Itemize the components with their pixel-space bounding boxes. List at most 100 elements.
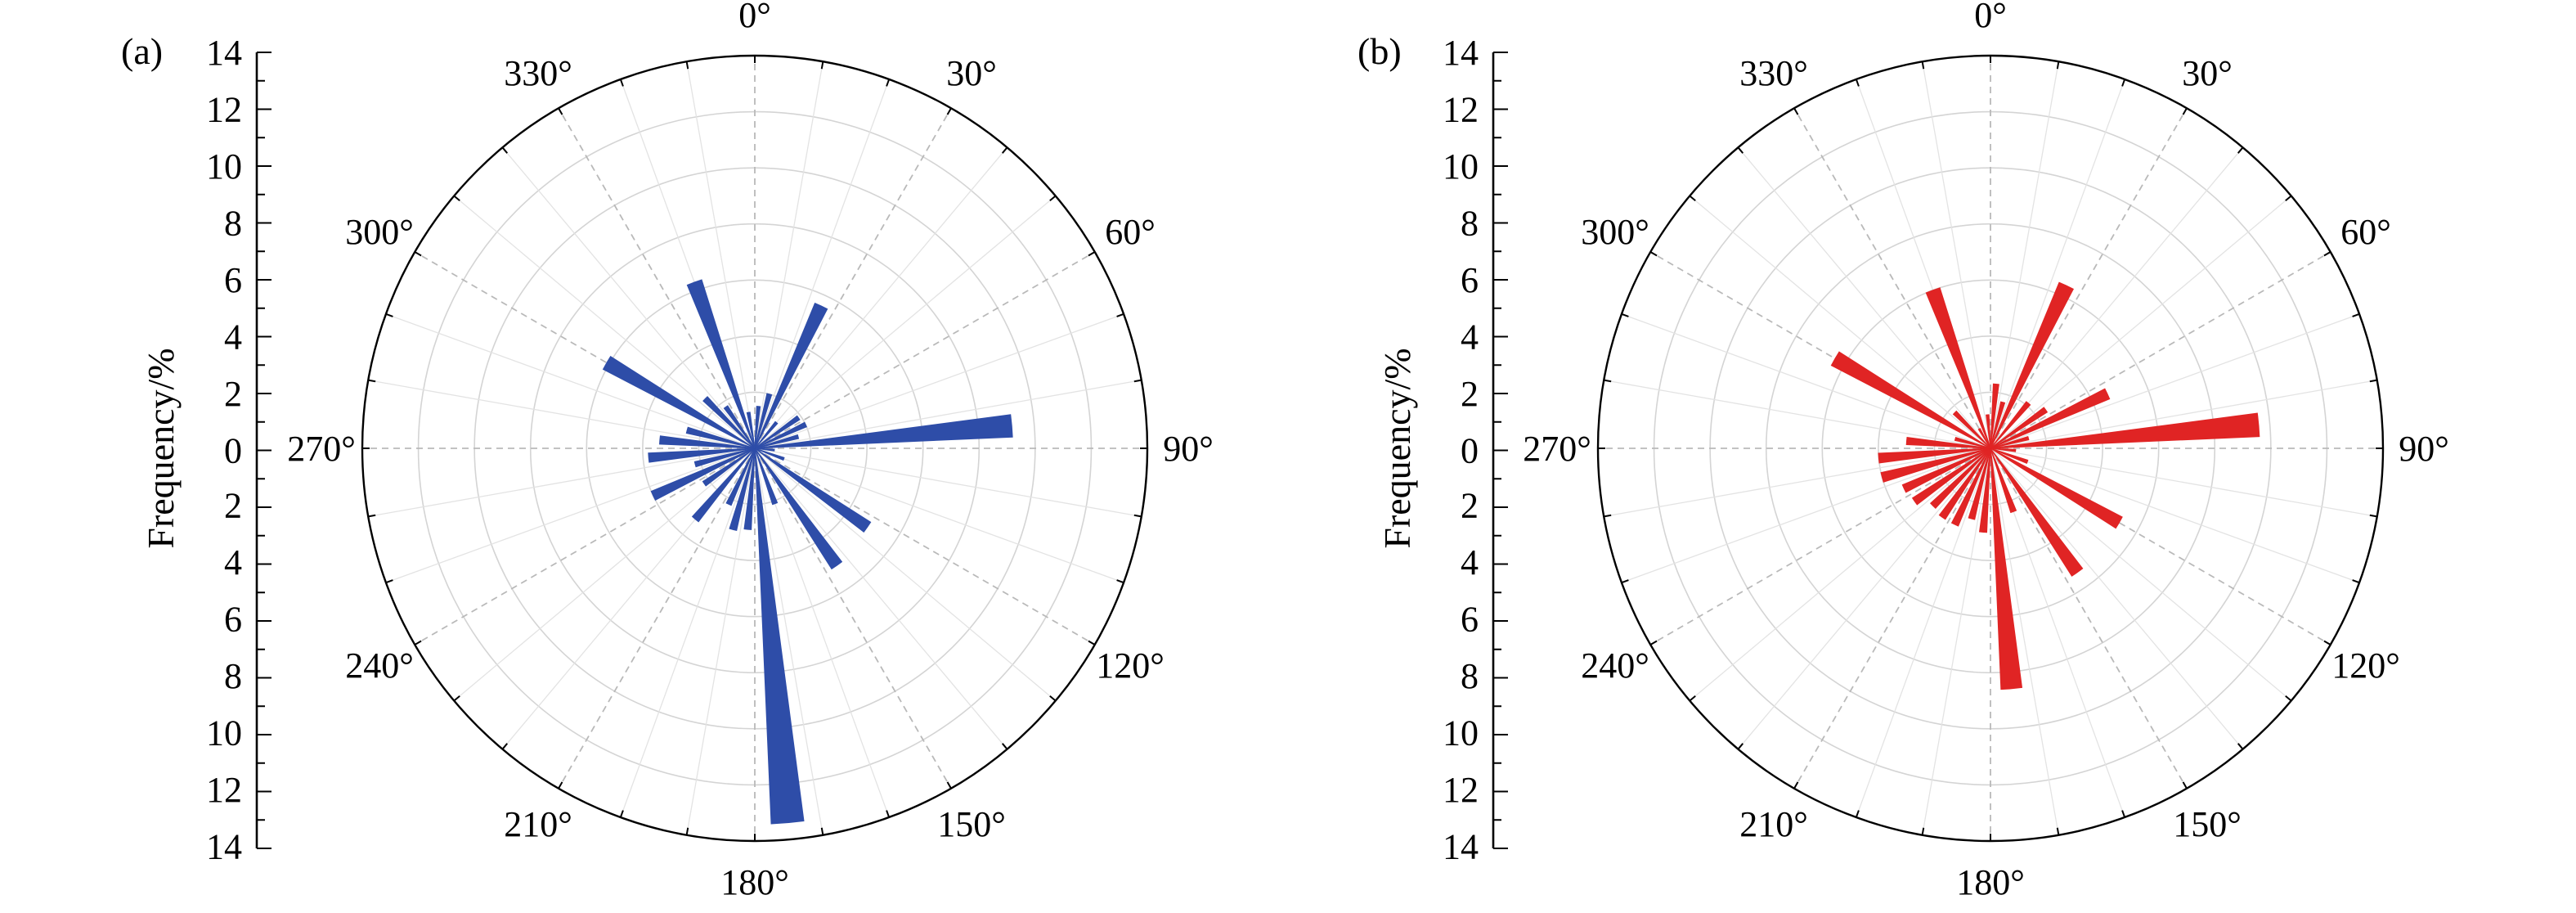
angle-tick <box>1133 514 1142 518</box>
major-spoke <box>414 448 756 645</box>
angle-tick <box>368 514 376 518</box>
major-spoke <box>1793 107 1991 449</box>
radial-tick-label: 12 <box>1443 90 1479 130</box>
rose-bar <box>686 279 756 449</box>
angle-tick <box>2121 79 2126 87</box>
angle-tick <box>453 195 460 202</box>
major-spoke <box>558 107 756 449</box>
angle-label: 330° <box>1739 53 1808 93</box>
panel-label: (a) <box>121 30 163 72</box>
angle-tick <box>1737 743 1744 750</box>
major-spoke <box>1793 448 1991 789</box>
minor-spoke <box>754 380 1142 449</box>
angle-tick <box>501 146 509 154</box>
angle-tick <box>1116 313 1124 317</box>
angle-tick <box>2369 514 2377 518</box>
angle-tick <box>368 379 376 383</box>
radial-tick-label: 10 <box>206 146 242 187</box>
angle-tick <box>2323 251 2331 257</box>
angle-tick <box>1921 61 1925 70</box>
grid-ring <box>1765 223 2216 674</box>
rose-bar <box>743 448 756 530</box>
minor-spoke <box>754 146 1008 449</box>
minor-spoke <box>1621 313 1991 449</box>
angle-tick <box>1604 514 1612 518</box>
radial-tick-label: 10 <box>1443 713 1479 753</box>
major-spoke <box>754 448 952 789</box>
radial-tick-label: 0 <box>224 431 242 471</box>
rose-bar <box>754 434 800 449</box>
angle-label: 60° <box>2340 212 2391 252</box>
angle-tick <box>2285 695 2292 702</box>
angle-label: 60° <box>1105 212 1156 252</box>
minor-spoke <box>1689 448 1991 702</box>
angle-label: 270° <box>287 429 356 469</box>
angle-tick <box>685 827 689 835</box>
angle-tick <box>414 251 422 257</box>
major-spoke <box>414 251 756 449</box>
radial-tick-label: 14 <box>1443 33 1479 73</box>
rose-bar <box>1990 448 2029 465</box>
rose-bar <box>1990 412 2260 449</box>
rose-bar <box>746 412 756 449</box>
angle-tick <box>501 743 509 750</box>
angle-label: 30° <box>2182 53 2233 93</box>
minor-spoke <box>754 61 824 449</box>
angle-label: 180° <box>1956 862 2025 902</box>
rose-bar <box>754 448 779 506</box>
angle-tick <box>820 827 824 835</box>
rose-bar <box>1880 448 1991 483</box>
radial-tick-label: 14 <box>206 33 242 73</box>
radial-tick-label: 12 <box>206 770 242 810</box>
radial-tick-label: 10 <box>1443 146 1479 187</box>
angle-label: 270° <box>1523 429 1591 469</box>
radial-tick-label: 2 <box>224 374 242 414</box>
angle-tick <box>886 810 891 818</box>
rose-bar <box>1830 351 1991 449</box>
angle-tick <box>1793 781 1799 789</box>
major-spoke <box>1990 448 2188 789</box>
rose-bar <box>1929 448 1991 510</box>
angle-tick <box>2352 579 2360 584</box>
radial-tick-label: 8 <box>224 204 242 244</box>
rose-bar <box>754 406 761 449</box>
angle-tick <box>453 695 460 702</box>
rose-bar <box>1986 414 1991 449</box>
angle-tick <box>2237 146 2244 154</box>
angle-tick <box>558 781 563 789</box>
grid-ring <box>642 335 868 561</box>
angle-label: 210° <box>1739 804 1808 844</box>
radial-tick-label: 0 <box>1461 431 1479 471</box>
minor-spoke <box>1621 448 1991 583</box>
minor-spoke <box>368 448 756 517</box>
major-spoke <box>1649 448 1991 645</box>
angle-tick <box>1088 251 1096 257</box>
minor-spoke <box>1737 146 1991 449</box>
minor-spoke <box>368 380 756 449</box>
minor-spoke <box>1990 146 2244 449</box>
minor-spoke <box>501 146 756 449</box>
minor-spoke <box>453 195 756 449</box>
angle-label: 300° <box>1581 212 1649 252</box>
rose-bar <box>1925 287 1991 449</box>
minor-spoke <box>754 448 1008 750</box>
angle-label: 150° <box>2173 804 2242 844</box>
major-spoke <box>754 448 1096 645</box>
minor-spoke <box>754 195 1057 449</box>
rose-bar <box>754 415 801 449</box>
rose-bar <box>1990 448 2123 529</box>
rose-bar <box>1905 437 1991 449</box>
minor-spoke <box>385 448 756 583</box>
radial-tick-label: 12 <box>1443 770 1479 810</box>
radial-tick-label: 8 <box>224 656 242 696</box>
rose-bar <box>702 448 756 487</box>
radial-tick-label: 14 <box>206 827 242 867</box>
minor-spoke <box>385 313 756 449</box>
grid-ring <box>1821 279 2160 618</box>
angle-tick <box>685 61 689 70</box>
radial-tick-label: 4 <box>224 542 242 582</box>
rose-bar <box>1990 448 2023 690</box>
grid-ring <box>1878 335 2103 561</box>
major-spoke <box>1990 107 2188 449</box>
angle-label: 180° <box>720 862 789 902</box>
